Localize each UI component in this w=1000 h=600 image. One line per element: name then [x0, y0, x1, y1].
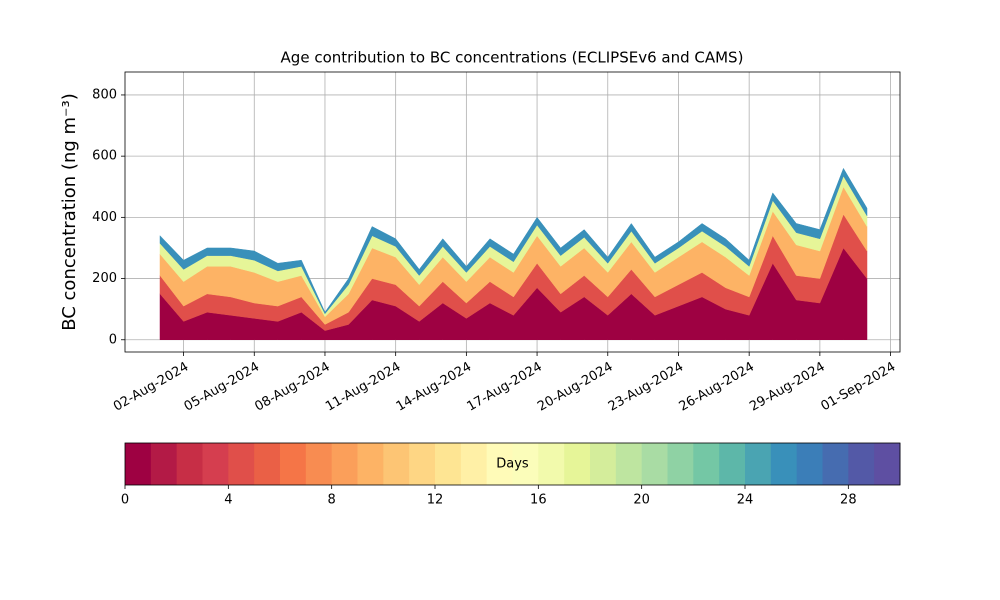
- x-tick-label: 29-Aug-2024: [747, 360, 827, 415]
- colorbar-swatch: [615, 443, 643, 485]
- y-tick-label: 0: [109, 332, 117, 347]
- colorbar-swatch: [305, 443, 333, 485]
- plot-frame: [124, 71, 901, 353]
- colorbar-swatch: [150, 443, 178, 485]
- colorbar-swatch: [125, 443, 152, 485]
- x-tick-label: 11-Aug-2024: [323, 360, 403, 415]
- colorbar-swatch: [590, 443, 617, 485]
- x-tick-label: 02-Aug-2024: [111, 360, 191, 415]
- colorbar-swatch: [383, 443, 410, 485]
- plot-area: [125, 72, 900, 352]
- colorbar-swatch: [409, 443, 436, 485]
- colorbar-swatch: [176, 443, 203, 485]
- colorbar-swatch: [693, 443, 720, 485]
- stacked-area: [159, 167, 868, 315]
- colorbar-swatch: [848, 443, 875, 485]
- colorbar-swatch: [745, 443, 772, 485]
- colorbar-swatch: [822, 443, 849, 485]
- colorbar-tick-label: 16: [530, 493, 547, 508]
- x-tick-label: 23-Aug-2024: [606, 360, 686, 415]
- colorbar-tick-label: 28: [840, 493, 857, 508]
- colorbar-swatch: [667, 443, 694, 485]
- colorbar-swatch: [719, 443, 746, 485]
- colorbar-swatch: [770, 443, 798, 485]
- colorbar-swatch: [641, 443, 668, 485]
- colorbar-swatch: [564, 443, 591, 485]
- colorbar-label: Days: [496, 457, 529, 472]
- colorbar-swatch: [460, 443, 488, 485]
- colorbar: Days 0 4 8 12 16 20 24 28: [121, 442, 901, 508]
- colorbar-swatch: [435, 443, 462, 485]
- colorbar-tick-label: 20: [633, 493, 650, 508]
- colorbar-swatch: [538, 443, 565, 485]
- y-tick-label: 200: [92, 271, 117, 286]
- chart-title: Age contribution to BC concentrations (E…: [281, 49, 744, 67]
- colorbar-tick-label: 4: [224, 493, 232, 508]
- colorbar-tick-label: 24: [737, 493, 754, 508]
- colorbar-swatch: [486, 443, 513, 485]
- colorbar-swatch: [512, 443, 539, 485]
- x-tick-label: 26-Aug-2024: [677, 360, 757, 415]
- colorbar-swatch: [874, 443, 901, 485]
- colorbar-tick-label: 8: [328, 493, 336, 508]
- x-tick-label: 14-Aug-2024: [394, 360, 474, 415]
- colorbar-swatch: [796, 443, 823, 485]
- colorbar-swatch: [280, 443, 307, 485]
- colorbar-swatch: [331, 443, 358, 485]
- x-tick-label: 08-Aug-2024: [252, 360, 332, 415]
- y-tick-label: 400: [92, 210, 117, 225]
- colorbar-swatch: [357, 443, 384, 485]
- y-axis-label: BC concentration (ng m⁻³): [59, 93, 80, 331]
- colorbar-swatch: [254, 443, 281, 485]
- colorbar-frame: [124, 442, 901, 486]
- colorbar-tick-label: 12: [427, 493, 444, 508]
- x-tick-label: 17-Aug-2024: [464, 360, 544, 415]
- colorbar-swatch: [228, 443, 255, 485]
- y-tick-label: 600: [92, 149, 117, 164]
- x-tick-label: 01-Sep-2024: [818, 360, 898, 415]
- x-tick-label: 20-Aug-2024: [535, 360, 615, 415]
- colorbar-swatch: [202, 443, 229, 485]
- colorbar-tick-label: 0: [121, 493, 129, 508]
- x-tick-label: 05-Aug-2024: [182, 360, 262, 415]
- y-tick-label: 800: [92, 87, 117, 102]
